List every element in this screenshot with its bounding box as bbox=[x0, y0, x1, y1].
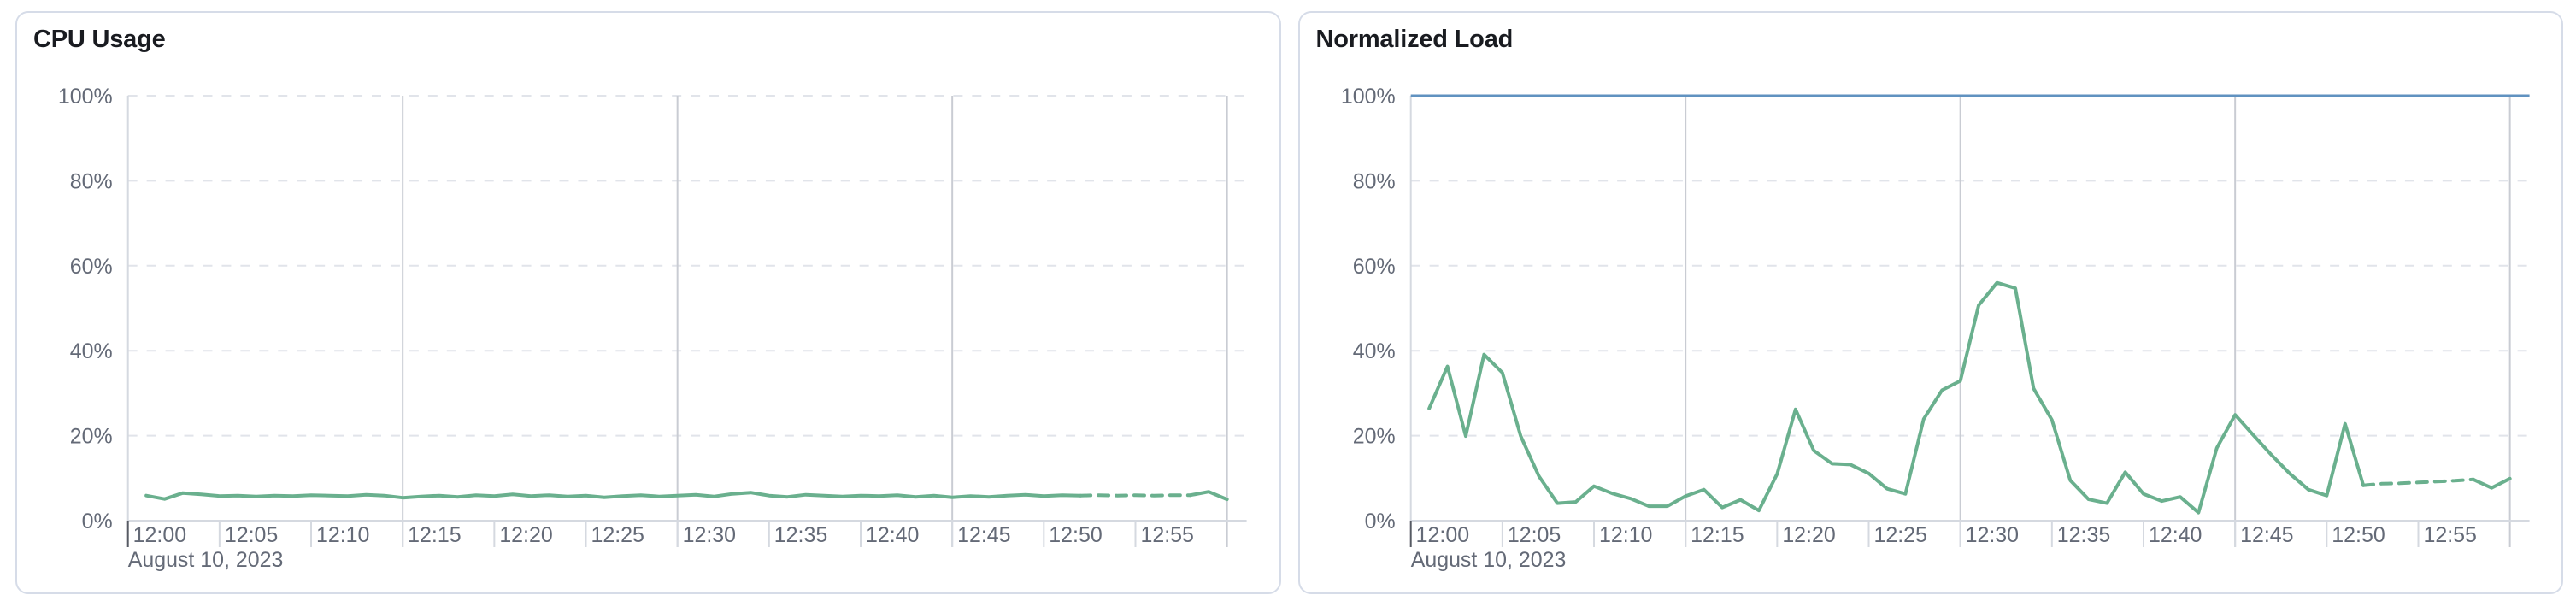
x-tick-label-12:20: 12:20 bbox=[499, 523, 552, 547]
x-gridlines bbox=[402, 96, 1228, 547]
x-tick-label-12:00: 12:00 bbox=[133, 523, 186, 547]
x-gridlines bbox=[1684, 96, 2511, 547]
cpu-usage-chart[interactable]: 12:00 12:05 12:10 12:15 12:20 12:25 12:30 12:35… bbox=[17, 13, 1279, 594]
x-axis-date-label: August 10, 2023 bbox=[1410, 548, 1566, 572]
cpu-usage-line bbox=[144, 491, 1083, 501]
x-tick-label-12:05: 12:05 bbox=[1507, 523, 1560, 547]
x-axis-ticks: 12:00 12:05 12:10 12:15 12:20 12:25 12:30 12:35… bbox=[1409, 521, 2476, 547]
normalized-load-panel: Normalized Load 12:00 12:05 12:10 12:15 12:2… bbox=[1297, 11, 2563, 594]
y-tick-label-40%: 40% bbox=[70, 339, 113, 363]
x-tick-label-12:10: 12:10 bbox=[316, 523, 369, 547]
y-tick-label-80%: 80% bbox=[1352, 169, 1395, 193]
x-tick-label-12:25: 12:25 bbox=[1873, 523, 1926, 547]
normalized-load-line-tail bbox=[2471, 476, 2512, 490]
x-tick-label-12:55: 12:55 bbox=[2423, 523, 2476, 547]
x-tick-label-12:20: 12:20 bbox=[1782, 523, 1835, 547]
x-tick-label-12:30: 12:30 bbox=[683, 523, 736, 547]
cpu-usage-panel: CPU Usage 12:00 12:05 12:10 12:15 12:20 12:25… bbox=[15, 11, 1281, 594]
x-tick-label-12:50: 12:50 bbox=[2332, 523, 2385, 547]
cpu-usage-line-tail bbox=[1188, 490, 1229, 502]
y-tick-label-20%: 20% bbox=[1352, 425, 1395, 449]
y-tick-label-0%: 0% bbox=[1364, 510, 1395, 533]
y-tick-label-100%: 100% bbox=[1340, 85, 1395, 109]
normalized-load-line bbox=[1426, 280, 2365, 515]
y-tick-label-100%: 100% bbox=[58, 85, 113, 109]
x-tick-label-12:45: 12:45 bbox=[957, 523, 1010, 547]
y-gridlines bbox=[1410, 95, 2530, 437]
x-tick-label-12:30: 12:30 bbox=[1965, 523, 2018, 547]
x-axis-date-label: August 10, 2023 bbox=[128, 548, 284, 572]
x-tick-label-12:45: 12:45 bbox=[2240, 523, 2293, 547]
x-tick-label-12:55: 12:55 bbox=[1140, 523, 1193, 547]
x-tick-label-12:00: 12:00 bbox=[1415, 523, 1468, 547]
x-tick-label-12:35: 12:35 bbox=[774, 523, 827, 547]
y-gridlines bbox=[127, 95, 1247, 437]
panel-title-normalized-load: Normalized Load bbox=[1315, 26, 1514, 53]
y-axis-labels: 0% 20% 40% 60% 80% 100% bbox=[58, 85, 113, 533]
x-tick-label-12:35: 12:35 bbox=[2056, 523, 2109, 547]
panel-title-cpu-usage: CPU Usage bbox=[33, 26, 166, 53]
x-tick-label-12:50: 12:50 bbox=[1049, 523, 1102, 547]
x-tick-label-12:10: 12:10 bbox=[1599, 523, 1652, 547]
x-tick-label-12:05: 12:05 bbox=[225, 523, 278, 547]
y-tick-label-80%: 80% bbox=[70, 169, 113, 193]
y-axis-labels: 0% 20% 40% 60% 80% 100% bbox=[1340, 85, 1395, 533]
x-tick-label-12:40: 12:40 bbox=[2148, 523, 2201, 547]
x-axis-ticks: 12:00 12:05 12:10 12:15 12:20 12:25 12:30 12:35… bbox=[126, 521, 1194, 547]
y-tick-label-40%: 40% bbox=[1352, 339, 1395, 363]
normalized-load-chart[interactable]: 12:00 12:05 12:10 12:15 12:20 12:25 12:30 12:35… bbox=[1300, 13, 2562, 594]
y-tick-label-20%: 20% bbox=[70, 425, 113, 449]
x-tick-label-12:15: 12:15 bbox=[1691, 523, 1744, 547]
x-tick-label-12:25: 12:25 bbox=[591, 523, 644, 547]
cpu-usage-line-dashed bbox=[1079, 493, 1192, 498]
y-tick-label-0%: 0% bbox=[82, 510, 113, 533]
y-tick-label-60%: 60% bbox=[70, 255, 113, 279]
normalized-load-line-dashed bbox=[2361, 477, 2475, 487]
x-tick-label-12:15: 12:15 bbox=[408, 523, 461, 547]
y-tick-label-60%: 60% bbox=[1352, 255, 1395, 279]
x-tick-label-12:40: 12:40 bbox=[866, 523, 919, 547]
